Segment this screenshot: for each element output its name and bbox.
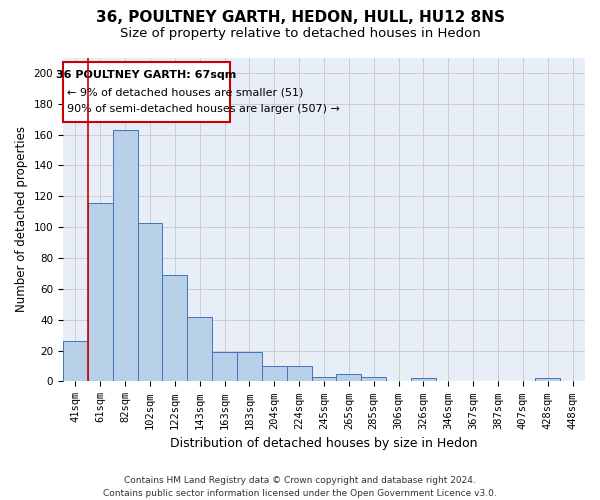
Bar bbox=[88, 202, 113, 382]
Bar bbox=[411, 378, 436, 382]
Bar bbox=[137, 222, 163, 382]
Text: 90% of semi-detached houses are larger (507) →: 90% of semi-detached houses are larger (… bbox=[67, 104, 340, 114]
Text: ← 9% of detached houses are smaller (51): ← 9% of detached houses are smaller (51) bbox=[67, 87, 303, 97]
Bar bbox=[187, 316, 212, 382]
Text: 36 POULTNEY GARTH: 67sqm: 36 POULTNEY GARTH: 67sqm bbox=[56, 70, 236, 81]
Bar bbox=[361, 377, 386, 382]
Text: Contains HM Land Registry data © Crown copyright and database right 2024.
Contai: Contains HM Land Registry data © Crown c… bbox=[103, 476, 497, 498]
Bar bbox=[535, 378, 560, 382]
Bar bbox=[212, 352, 237, 382]
Y-axis label: Number of detached properties: Number of detached properties bbox=[15, 126, 28, 312]
Bar bbox=[262, 366, 287, 382]
X-axis label: Distribution of detached houses by size in Hedon: Distribution of detached houses by size … bbox=[170, 437, 478, 450]
Text: Size of property relative to detached houses in Hedon: Size of property relative to detached ho… bbox=[119, 28, 481, 40]
FancyBboxPatch shape bbox=[63, 62, 230, 122]
Text: 36, POULTNEY GARTH, HEDON, HULL, HU12 8NS: 36, POULTNEY GARTH, HEDON, HULL, HU12 8N… bbox=[95, 10, 505, 25]
Bar bbox=[63, 342, 88, 382]
Bar bbox=[337, 374, 361, 382]
Bar bbox=[163, 275, 187, 382]
Bar bbox=[113, 130, 137, 382]
Bar bbox=[311, 377, 337, 382]
Bar bbox=[237, 352, 262, 382]
Bar bbox=[287, 366, 311, 382]
